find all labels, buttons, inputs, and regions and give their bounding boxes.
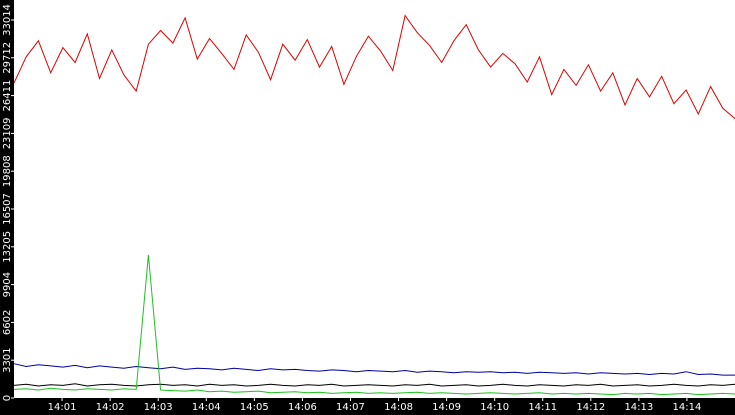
x-tick-label: 14:07: [336, 402, 365, 413]
y-tick-label: 19808: [2, 155, 13, 187]
y-tick-label: 23109: [2, 117, 13, 149]
series-line: [13, 383, 735, 387]
x-tick-label: 14:06: [288, 402, 317, 413]
y-tick-label: 16507: [2, 193, 13, 225]
x-tick-label: 14:14: [673, 402, 702, 413]
y-tick-label: 29712: [2, 42, 13, 74]
y-tick-label: 33014: [2, 4, 13, 36]
y-tick-label: 0: [2, 395, 13, 401]
x-tick-label: 14:04: [192, 402, 221, 413]
series-line: [13, 14, 735, 119]
x-tick-label: 14:11: [528, 402, 557, 413]
x-tick-label: 14:05: [240, 402, 269, 413]
series-line: [13, 363, 735, 376]
y-tick-label: 3301: [2, 347, 13, 372]
x-tick-label: 14:08: [384, 402, 413, 413]
x-tick-label: 14:03: [144, 402, 173, 413]
y-tick-label: 6602: [2, 310, 13, 335]
x-axis-bar: [0, 398, 735, 415]
x-tick-label: 14:12: [576, 402, 605, 413]
x-tick-label: 14:01: [48, 402, 77, 413]
y-tick-label: 9904: [2, 272, 13, 297]
x-tick-label: 14:13: [624, 402, 653, 413]
y-tick-label: 26411: [2, 80, 13, 112]
y-axis-bar: [0, 0, 14, 415]
series-line: [13, 254, 735, 396]
x-tick-label: 14:09: [432, 402, 461, 413]
x-tick-label: 14:02: [96, 402, 125, 413]
y-tick-label: 13205: [2, 231, 13, 263]
x-tick-label: 14:10: [480, 402, 509, 413]
